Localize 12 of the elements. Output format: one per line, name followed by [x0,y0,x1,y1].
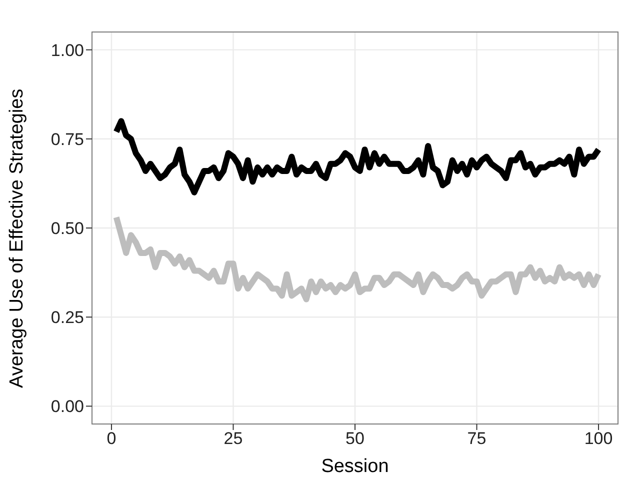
x-tick-label: 50 [346,429,364,448]
y-tick-label: 0.75 [50,130,84,149]
x-tick-label: 75 [467,429,486,448]
y-tick-label: 0.00 [50,397,84,416]
y-axis-title: Average Use of Effective Strategies [6,88,28,388]
x-tick-label: 100 [584,429,613,448]
x-tick-label: 25 [224,429,243,448]
y-tick-label: 1.00 [50,40,84,60]
x-tick-label: 0 [106,429,116,448]
y-tick-label: 0.50 [50,219,84,238]
y-tick-label: 0.25 [50,308,84,328]
x-axis-title: Session [321,456,389,477]
